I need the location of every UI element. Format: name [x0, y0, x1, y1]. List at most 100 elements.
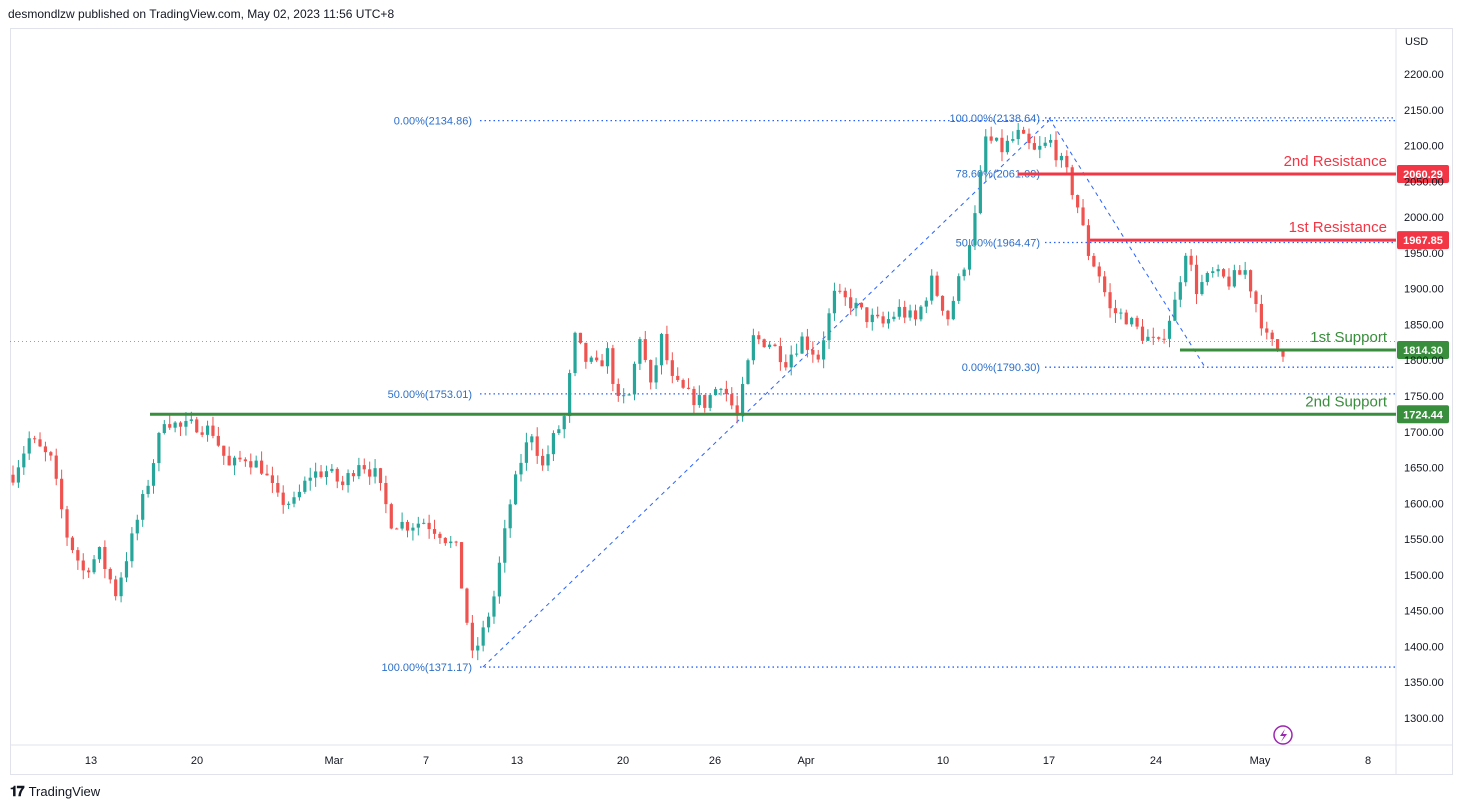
candle-body	[746, 360, 750, 384]
candle-body	[762, 339, 766, 348]
candle-body	[335, 468, 339, 482]
candle-body	[497, 562, 501, 597]
candle-body	[973, 213, 977, 246]
candle-body	[865, 307, 869, 323]
candle-body	[595, 357, 599, 361]
level-price-tag	[1397, 340, 1449, 359]
candle-body	[1221, 269, 1226, 277]
candle-body	[524, 442, 529, 463]
candle-body	[935, 275, 939, 296]
candle-body	[1205, 272, 1209, 283]
candle-body	[568, 373, 572, 417]
candle-body	[486, 616, 491, 628]
candle-body	[886, 319, 891, 324]
y-tick-label: 1650.00	[1404, 463, 1444, 475]
candle-body	[492, 596, 496, 617]
candle-body	[578, 332, 583, 343]
candle-body	[530, 436, 534, 443]
candle-body	[319, 471, 323, 478]
candle-body	[1092, 255, 1096, 267]
chart-grid	[10, 29, 1453, 775]
candle-body	[1157, 337, 1161, 339]
candle-body	[800, 336, 804, 354]
candle-body	[622, 395, 626, 397]
candle-body	[1005, 140, 1009, 153]
candle-body	[735, 405, 739, 416]
candle-body	[1216, 269, 1220, 272]
replay-lightning-icon[interactable]	[1273, 725, 1293, 745]
candle-body	[1167, 320, 1172, 339]
candle-body	[859, 302, 864, 308]
icon-circle	[1273, 725, 1293, 745]
candle-body	[400, 521, 404, 529]
x-tick-label: 17	[1043, 755, 1055, 767]
candle-body	[432, 529, 437, 534]
y-tick-label: 1300.00	[1404, 713, 1444, 725]
candle-body	[1027, 133, 1031, 144]
fib-level-label: 100.00%(1371.17)	[381, 662, 472, 674]
fibonacci-drawings: 0.00%(2134.86) 50.00%(1753.01) 100.00%(137…	[381, 113, 1396, 674]
candle-body	[254, 460, 258, 468]
candle-body	[541, 455, 545, 466]
candle-body	[481, 627, 485, 646]
currency-label: USD	[1405, 36, 1428, 48]
x-tick-label: Mar	[325, 755, 344, 767]
y-tick-label: 1350.00	[1404, 677, 1444, 689]
candle-body	[195, 419, 199, 433]
candle-body	[49, 452, 53, 456]
candle-body	[27, 438, 31, 454]
candle-body	[416, 523, 420, 528]
x-tick-label: 10	[937, 755, 949, 767]
x-tick-label: 26	[709, 755, 721, 767]
candle-body	[65, 509, 69, 538]
y-tick-label: 1500.00	[1404, 570, 1444, 582]
candle-body	[259, 460, 264, 474]
candle-body	[119, 577, 123, 597]
fib-level-label: 50.00%(1964.47)	[956, 238, 1040, 250]
candle-body	[686, 387, 691, 389]
candle-body	[600, 360, 604, 367]
candle-body	[422, 522, 426, 524]
level-price-label: 2060.29	[1403, 169, 1443, 181]
candle-body	[692, 388, 696, 406]
candle-body	[951, 300, 955, 320]
fib-level-label: 50.00%(1753.01)	[388, 389, 472, 401]
candle-body	[703, 394, 707, 408]
candle-body	[919, 306, 923, 320]
candle-body	[330, 468, 334, 472]
candle-body	[81, 560, 85, 571]
y-tick-label: 2200.00	[1404, 69, 1444, 81]
candle-body	[92, 559, 96, 573]
candle-body	[292, 497, 296, 504]
candle-body	[816, 354, 820, 360]
candle-body	[443, 537, 447, 544]
candle-body	[1189, 255, 1193, 265]
y-tick-label: 1800.00	[1404, 355, 1444, 367]
candle-body	[503, 528, 507, 563]
candle-body	[324, 471, 329, 478]
candle-body	[130, 533, 134, 562]
y-tick-label: 1900.00	[1404, 284, 1444, 296]
candle-body	[476, 645, 480, 651]
candle-body	[368, 469, 372, 477]
candle-body	[778, 346, 783, 363]
y-tick-label: 1400.00	[1404, 641, 1444, 653]
tradingview-footer[interactable]: 𝟏𝟕 TradingView	[10, 783, 100, 800]
fib-level-label: 0.00%(2134.86)	[394, 116, 472, 128]
level-price-tag	[1397, 405, 1449, 424]
candle-body	[1108, 292, 1112, 309]
candle-body	[411, 527, 415, 531]
candle-body	[76, 550, 80, 561]
y-tick-label: 1850.00	[1404, 319, 1444, 331]
candle-body	[838, 290, 842, 292]
candle-body	[994, 137, 999, 141]
publish-info: desmondlzw published on TradingView.com,…	[8, 7, 395, 21]
candle-body	[773, 344, 777, 347]
candle-body	[162, 424, 166, 433]
candle-body	[903, 306, 907, 318]
candle-body	[605, 348, 610, 367]
x-tick-label: Apr	[797, 755, 814, 767]
candle-body	[281, 492, 285, 505]
candle-body	[843, 290, 847, 298]
